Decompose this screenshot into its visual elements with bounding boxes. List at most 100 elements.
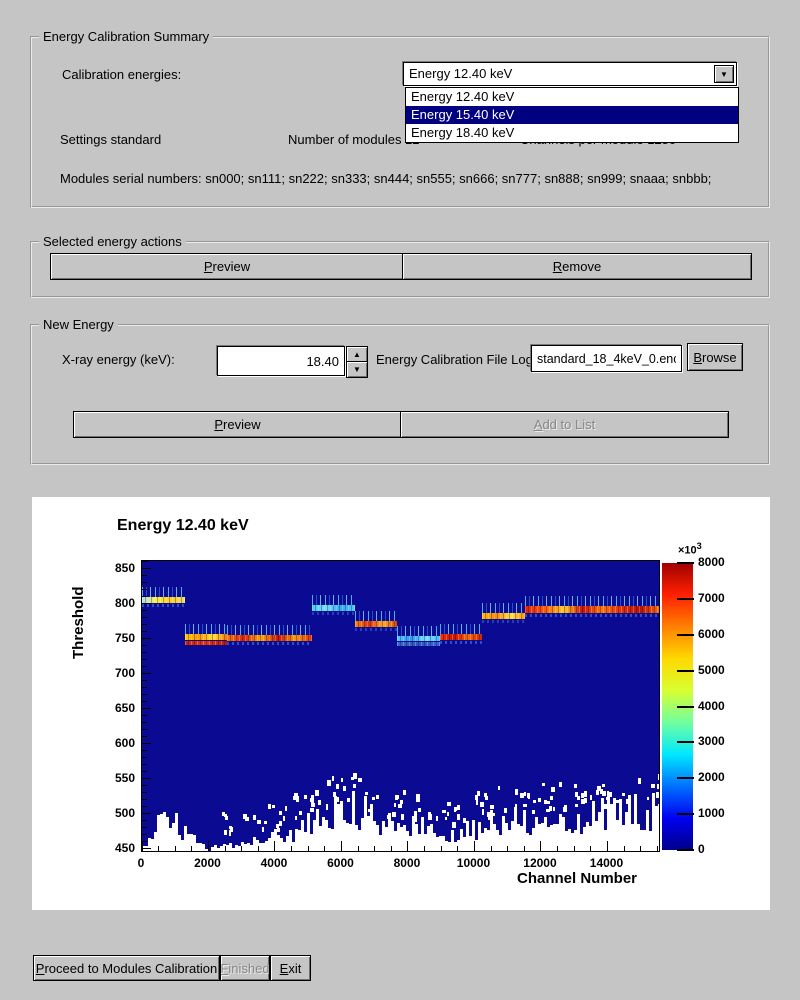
noise-gap [271, 831, 274, 851]
noise-gap [568, 829, 571, 851]
dropdown-item-energy-12-40[interactable]: Energy 12.40 keV [411, 89, 515, 104]
band-speckle [142, 587, 185, 598]
noise-speck [482, 809, 485, 815]
noise-gap [190, 833, 193, 851]
noise-gap [244, 843, 247, 851]
noise-gap [397, 822, 400, 851]
noise-gap [370, 804, 373, 851]
colorbar-tick-label: 1000 [698, 806, 725, 821]
noise-speck [542, 783, 546, 787]
xray-energy-input[interactable] [217, 346, 345, 376]
colorbar-tick [677, 849, 694, 851]
band-speckle [312, 594, 355, 605]
file-log-input[interactable] [531, 345, 682, 372]
x-minor-tick [357, 846, 359, 851]
noise-gap [655, 806, 658, 851]
x-minor-tick [490, 846, 492, 851]
noise-gap [283, 841, 286, 851]
x-minor-tick [174, 846, 176, 851]
energy-spin-down-button[interactable]: ▼ [346, 361, 368, 378]
noise-gap [415, 823, 418, 851]
y-tick-label: 500 [114, 805, 135, 820]
noise-speck [488, 814, 492, 820]
colorbar-tick-label: 4000 [698, 698, 725, 713]
noise-gap [646, 809, 649, 851]
noise-gap [526, 833, 529, 851]
noise-gap [286, 835, 289, 851]
band-main [227, 635, 313, 642]
y-major-tick [142, 848, 151, 850]
colorbar-tick-label: 3000 [698, 734, 725, 749]
noise-speck [532, 800, 537, 804]
colorbar-tick [677, 741, 694, 744]
colorbar-tick-label: 6000 [698, 626, 725, 641]
noise-gap [634, 795, 637, 851]
noise-gap [394, 830, 397, 851]
noise-gap [511, 820, 514, 851]
noise-gap [238, 845, 241, 851]
dropdown-item-energy-15-40[interactable]: Energy 15.40 keV [406, 106, 738, 124]
noise-gap [313, 820, 316, 851]
combobox-dropdown-button[interactable]: ▼ [714, 65, 734, 83]
noise-speck [452, 822, 457, 828]
noise-gap [202, 844, 205, 851]
x-major-tick [274, 841, 276, 851]
noise-speck [310, 798, 314, 802]
x-minor-tick [390, 846, 392, 851]
noise-speck [223, 813, 228, 817]
noise-gap [301, 819, 304, 851]
x-minor-tick [640, 846, 642, 851]
noise-gap [220, 846, 223, 851]
band-speckle [354, 611, 398, 622]
x-minor-tick [623, 846, 625, 851]
noise-gap [460, 829, 463, 851]
noise-gap [466, 820, 469, 851]
noise-speck [515, 789, 519, 795]
noise-gap [193, 835, 196, 851]
noise-gap [487, 830, 490, 851]
noise-speck [477, 790, 481, 797]
noise-gap [322, 816, 325, 851]
noise-speck [352, 773, 357, 779]
chevron-down-icon: ▼ [720, 69, 728, 79]
noise-speck [574, 791, 579, 798]
dropdown-item-energy-18-40[interactable]: Energy 18.40 keV [411, 125, 515, 140]
noise-gap [334, 796, 337, 851]
noise-speck [484, 793, 488, 797]
noise-gap [442, 836, 445, 851]
band-sub [354, 628, 398, 632]
calibration-energy-combobox[interactable]: Energy 12.40 keV ▼ [403, 62, 737, 86]
x-minor-tick [374, 846, 376, 851]
noise-gap [553, 823, 556, 851]
noise-speck [558, 782, 563, 787]
noise-gap [181, 840, 184, 851]
y-minor-tick [142, 575, 147, 577]
noise-speck [633, 802, 636, 809]
y-minor-tick [142, 722, 147, 724]
noise-gap [184, 825, 187, 851]
noise-gap [241, 841, 244, 851]
noise-speck [368, 808, 372, 813]
colorbar-tick-label: 2000 [698, 770, 725, 785]
x-tick-label: 6000 [327, 856, 354, 870]
noise-gap [250, 845, 253, 851]
arrow-down-icon: ▼ [353, 365, 361, 374]
xray-energy-label: X-ray energy (keV): [62, 352, 175, 367]
x-tick-label: 4000 [260, 856, 288, 870]
noise-gap [604, 830, 607, 851]
noise-speck [480, 802, 484, 808]
noise-gap [583, 826, 586, 851]
noise-gap [433, 833, 436, 851]
energy-dropdown-list: Energy 12.40 keV Energy 15.40 keV Energy… [405, 87, 739, 143]
noise-speck [549, 805, 553, 812]
noise-gap [280, 837, 283, 851]
band-sub [227, 642, 313, 646]
y-major-tick [142, 743, 151, 745]
